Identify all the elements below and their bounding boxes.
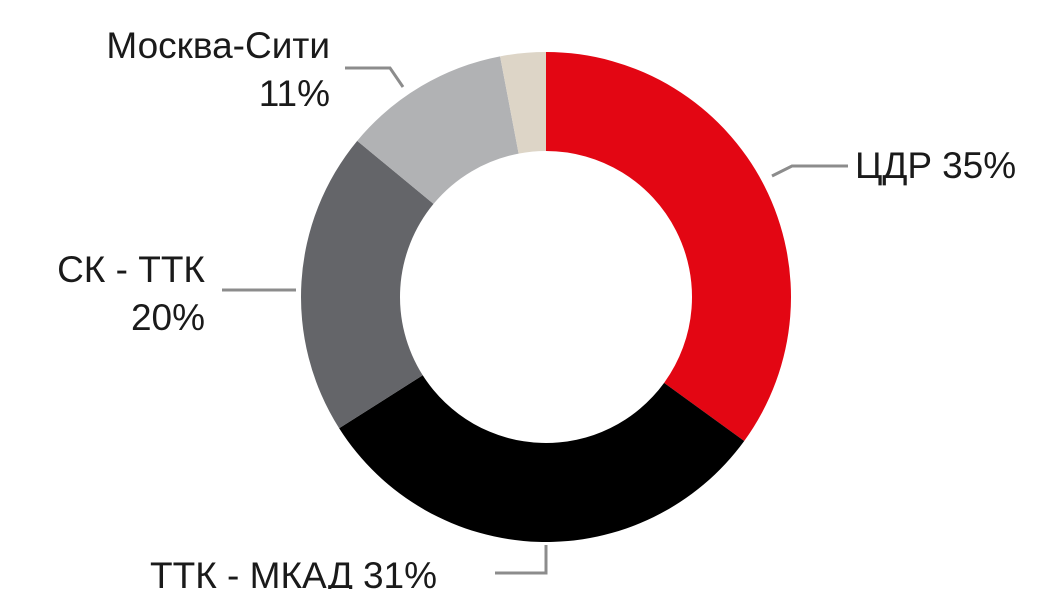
donut-slice: [301, 140, 434, 429]
category-label: ТТК - МКАД: [150, 555, 353, 589]
category-label: ЦДР: [855, 145, 932, 186]
value-label: 20%: [131, 297, 205, 338]
leader-line: [771, 164, 848, 178]
slice-label: ЦДР 35%: [855, 145, 1016, 186]
donut-slice: [339, 375, 745, 542]
donut-slice: [500, 52, 546, 154]
category-label: СК - ТТК: [57, 249, 205, 290]
value-label: 11%: [259, 73, 330, 114]
value-label: 35%: [942, 145, 1016, 186]
leader-line: [495, 545, 548, 575]
value-label: 31%: [363, 555, 437, 589]
slice-label: ТТК - МКАД 31%: [150, 555, 437, 589]
donut-slice: [357, 56, 519, 204]
category-label: Москва-Сити: [106, 25, 330, 66]
leader-line: [345, 66, 405, 88]
donut-slice: [546, 52, 791, 442]
